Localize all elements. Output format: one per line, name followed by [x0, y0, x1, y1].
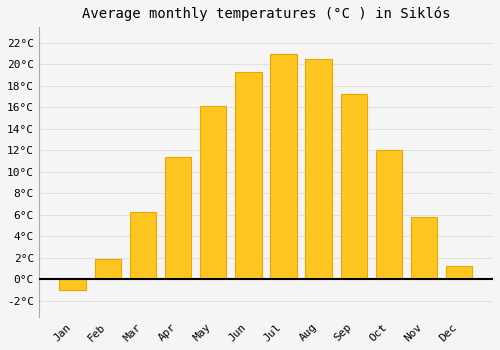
Bar — [270, 54, 296, 279]
Bar — [165, 157, 191, 279]
Title: Average monthly temperatures (°C ) in Siklós: Average monthly temperatures (°C ) in Si… — [82, 7, 450, 21]
Bar — [235, 72, 262, 279]
Bar — [340, 94, 367, 279]
Bar — [446, 266, 472, 279]
Bar — [94, 259, 121, 279]
Bar — [411, 217, 438, 279]
Bar — [306, 59, 332, 279]
Bar — [200, 106, 226, 279]
Bar — [376, 150, 402, 279]
Bar — [60, 279, 86, 290]
Bar — [130, 211, 156, 279]
